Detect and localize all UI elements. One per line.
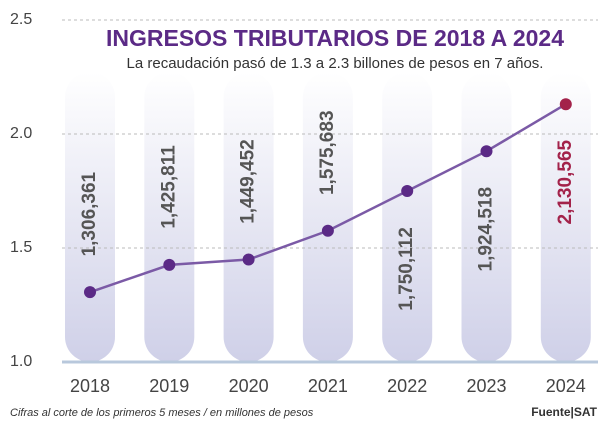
background-columns [65,72,591,362]
column-bg [382,72,433,362]
chart-title: INGRESOS TRIBUTARIOS DE 2018 A 2024 [106,25,564,51]
x-tick-label: 2020 [229,376,269,396]
column-bg [65,72,115,362]
chart-subtitle: La recaudación pasó de 1.3 a 2.3 billone… [127,55,544,72]
data-label: 1,575,683 [317,110,338,195]
x-tick-label: 2019 [149,376,189,396]
marker [163,258,176,271]
data-label: 1,924,518 [476,187,497,272]
y-tick-label: 1.5 [10,239,32,256]
source: Fuente|SAT [531,405,597,419]
marker [84,286,96,299]
marker [242,253,255,266]
data-label: 2,130,565 [555,140,576,225]
marker [401,184,414,197]
note: Cifras al corte de los primeros 5 meses … [10,407,314,419]
marker [559,98,572,111]
marker [321,224,334,237]
data-label: 1,425,811 [158,145,179,229]
data-label: 1,750,112 [396,227,417,310]
x-tick-label: 2024 [546,376,586,396]
data-label: 1,449,452 [238,139,259,224]
column-bg [540,72,591,362]
x-tick-label: 2018 [70,376,110,396]
x-tick-label: 2022 [387,376,427,396]
column-bg [223,72,274,362]
x-tick-label: 2023 [466,376,506,396]
column-bg [302,72,353,362]
data-label: 1,306,361 [79,171,100,256]
y-tick-label: 2.0 [10,125,32,142]
y-tick-label: 1.0 [10,353,32,370]
x-tick-label: 2021 [308,376,348,396]
column-bg [144,72,195,362]
marker [480,145,493,158]
y-tick-label: 2.5 [10,11,32,28]
